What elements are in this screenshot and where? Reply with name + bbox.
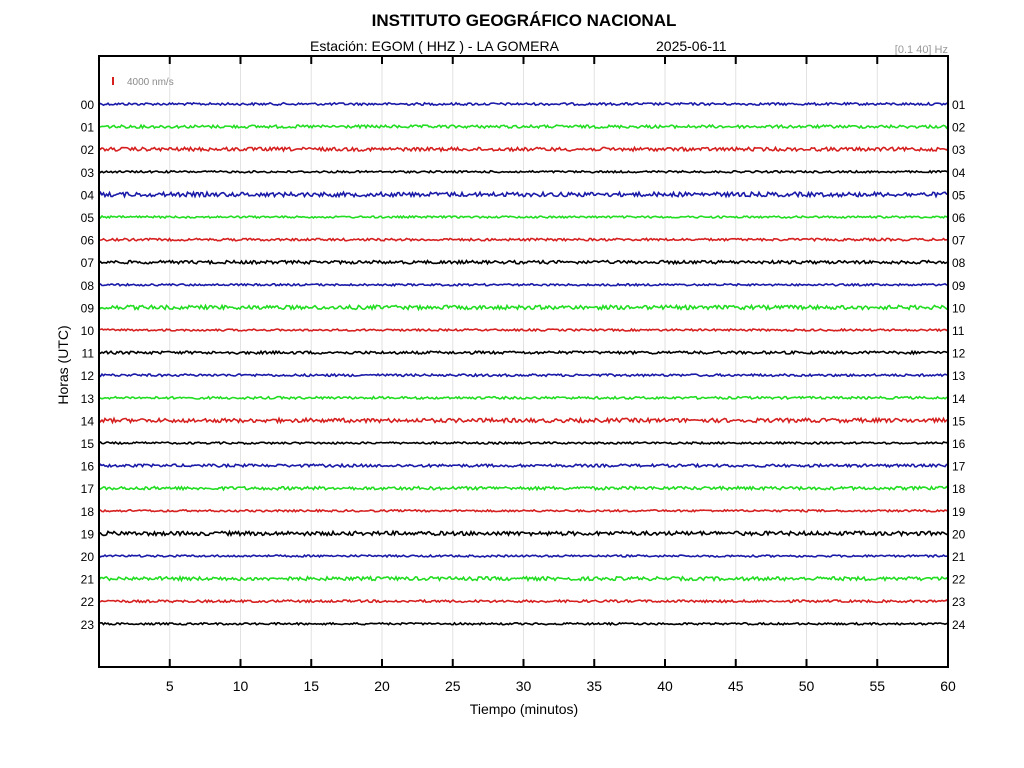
seismic-trace-16 [98, 462, 949, 469]
left-hour-label: 05 [81, 211, 95, 225]
right-hour-label: 04 [952, 166, 966, 180]
x-axis-label: Tiempo (minutos) [470, 701, 578, 717]
seismic-trace-22 [98, 598, 949, 604]
right-hour-label: 20 [952, 527, 966, 541]
seismic-trace-00 [98, 101, 949, 107]
right-hour-label: 12 [952, 347, 966, 361]
left-hour-label: 14 [81, 414, 95, 428]
seismic-trace-17 [98, 485, 949, 492]
trace-group [98, 101, 949, 627]
right-hour-label: 15 [952, 414, 966, 428]
x-tick-label: 5 [166, 678, 174, 694]
seismic-trace-04 [98, 190, 949, 199]
seismic-trace-18 [98, 508, 949, 514]
seismic-trace-02 [98, 145, 949, 153]
right-hour-label: 14 [952, 392, 966, 406]
x-tick-label: 25 [445, 678, 461, 694]
left-hour-label: 08 [81, 279, 95, 293]
right-hour-label: 11 [952, 324, 965, 338]
left-hour-label: 11 [82, 347, 95, 361]
right-hour-label: 24 [952, 618, 966, 632]
seismic-trace-09 [98, 303, 949, 312]
left-hour-label: 18 [81, 505, 95, 519]
left-hour-label: 06 [81, 234, 95, 248]
x-tick-label: 40 [657, 678, 673, 694]
right-hour-label: 22 [952, 573, 966, 587]
left-hour-label: 01 [81, 121, 95, 135]
seismic-trace-13 [98, 395, 949, 401]
x-tick-label: 55 [869, 678, 885, 694]
left-hour-label: 23 [81, 618, 95, 632]
seismic-trace-20 [98, 553, 949, 559]
seismic-trace-07 [98, 259, 949, 266]
seismic-trace-14 [98, 416, 949, 425]
left-hour-label: 16 [81, 460, 95, 474]
seismic-trace-12 [98, 372, 949, 378]
seismic-trace-23 [98, 621, 949, 627]
left-hour-label: 00 [81, 98, 95, 112]
scale-label: 4000 nm/s [127, 77, 174, 88]
left-hour-label: 07 [81, 256, 95, 270]
left-hour-label: 19 [81, 527, 95, 541]
seismic-trace-01 [98, 123, 949, 130]
left-hour-label: 13 [81, 392, 95, 406]
seismic-trace-03 [98, 169, 949, 175]
x-tick-label: 35 [586, 678, 602, 694]
right-hour-label: 01 [952, 98, 966, 112]
right-hour-label: 13 [952, 369, 966, 383]
left-hour-labels: 00 01 02 03 04 05 06 07 08 09 10 11 12 13 14 15 16 17 18 19… [81, 98, 95, 632]
x-tick-label: 45 [728, 678, 744, 694]
station-label: Estación: EGOM ( HHZ ) - LA GOMERA [310, 38, 560, 54]
left-hour-label: 10 [81, 324, 95, 338]
right-hour-label: 19 [952, 505, 966, 519]
seismic-trace-15 [98, 440, 949, 446]
right-hour-label: 09 [952, 279, 966, 293]
plot-area-frame [98, 55, 949, 668]
right-hour-label: 03 [952, 143, 966, 157]
right-hour-label: 21 [952, 550, 966, 564]
chart-title: INSTITUTO GEOGRÁFICO NACIONAL [372, 11, 677, 30]
scale-bar [112, 77, 114, 85]
left-hour-label: 03 [81, 166, 95, 180]
grid-lines [169, 56, 878, 667]
x-tick-label: 15 [303, 678, 319, 694]
date-label: 2025-06-11 [656, 38, 727, 54]
right-hour-label: 05 [952, 188, 966, 202]
right-hour-label: 08 [952, 256, 966, 270]
seismic-trace-10 [98, 327, 949, 333]
left-hour-label: 09 [81, 301, 95, 315]
x-tick-label: 30 [516, 678, 532, 694]
x-tick-label: 20 [374, 678, 390, 694]
left-hour-label: 21 [81, 573, 95, 587]
x-tick-label: 60 [940, 678, 956, 694]
left-hour-label: 12 [81, 369, 95, 383]
right-hour-label: 10 [952, 301, 966, 315]
right-hour-label: 23 [952, 595, 966, 609]
seismic-trace-21 [98, 574, 949, 583]
x-tick-label: 10 [233, 678, 249, 694]
x-tick-label: 50 [799, 678, 815, 694]
right-hour-label: 07 [952, 234, 966, 248]
left-hour-label: 02 [81, 143, 95, 157]
left-hour-label: 17 [81, 482, 95, 496]
right-hour-label: 18 [952, 482, 966, 496]
left-hour-label: 22 [81, 595, 95, 609]
right-hour-label: 06 [952, 211, 966, 225]
right-hour-labels: 01 02 03 04 05 06 07 08 09 10 11 12 13 14 15 16 17 18 19 20… [952, 98, 966, 632]
seismic-trace-05 [98, 214, 949, 220]
filter-band-label: [0.1 40] Hz [895, 44, 948, 56]
seismic-trace-06 [99, 237, 949, 243]
seismic-trace-08 [98, 282, 949, 288]
y-axis-label: Horas (UTC) [55, 325, 71, 404]
right-hour-label: 17 [952, 460, 966, 474]
right-hour-label: 02 [952, 121, 966, 135]
left-hour-label: 15 [81, 437, 95, 451]
seismic-trace-19 [98, 529, 949, 538]
seismic-trace-11 [98, 349, 949, 356]
right-hour-label: 16 [952, 437, 966, 451]
left-hour-label: 04 [81, 188, 95, 202]
left-hour-label: 20 [81, 550, 95, 564]
